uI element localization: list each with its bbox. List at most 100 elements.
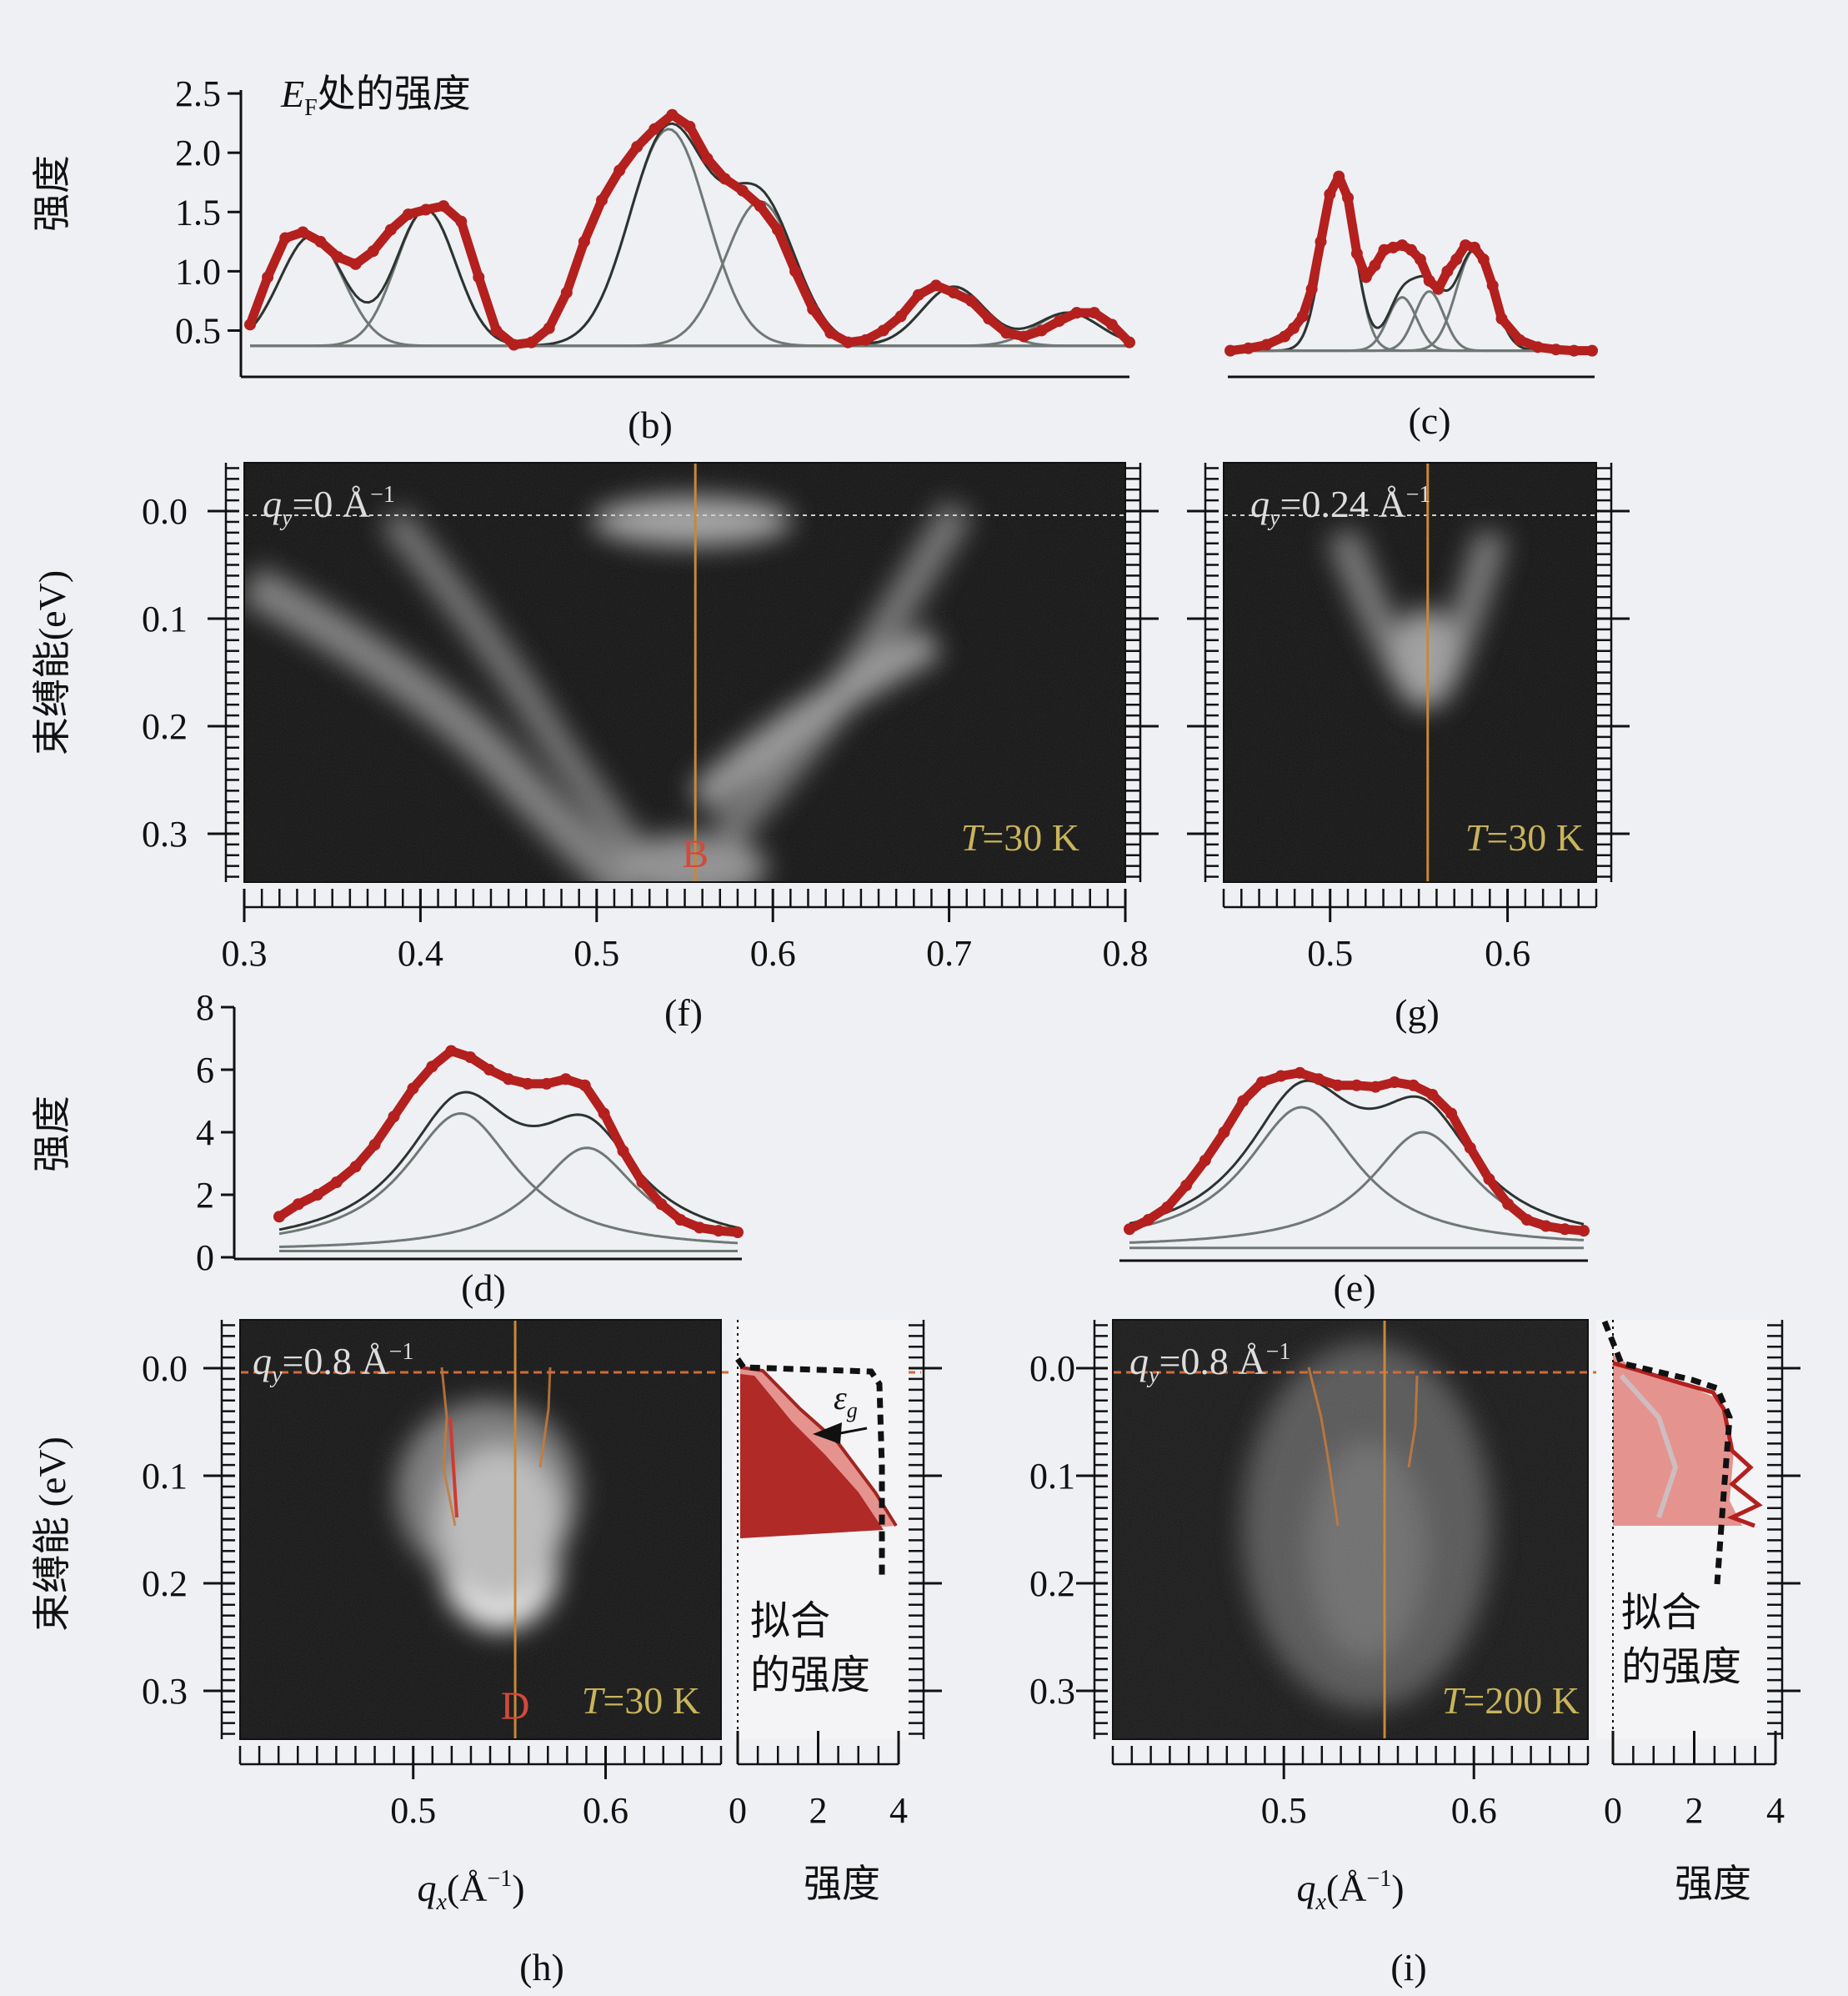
x-tick-label: 0.6 xyxy=(1485,933,1530,974)
data-point xyxy=(1464,1141,1476,1154)
data-point xyxy=(1450,253,1463,266)
data-point xyxy=(649,123,661,135)
data-point xyxy=(455,215,468,228)
data-point xyxy=(1324,188,1336,200)
data-point xyxy=(613,164,626,177)
panel-h-darkred-fill xyxy=(740,1374,884,1538)
data-point xyxy=(559,1073,572,1086)
panel-g: qy=0.24 Å−1 T=30 K 0.5 0.6 (g) xyxy=(1187,462,1630,1034)
data-point xyxy=(388,1111,400,1123)
panel-c: (c) xyxy=(1224,170,1598,442)
data-point xyxy=(279,232,292,244)
panel-i-image xyxy=(1113,1320,1588,1739)
side-x-tick-label: 4 xyxy=(1766,1790,1785,1831)
data-point xyxy=(1333,170,1345,183)
data-point xyxy=(445,1045,458,1057)
panel-b-title: EF处的强度 xyxy=(280,73,471,121)
fitted-intensity-label-line1: 拟合 xyxy=(1621,1591,1701,1635)
panel-g-label: (g) xyxy=(1395,991,1440,1034)
data-point xyxy=(694,1221,706,1234)
y-tick-label: 4 xyxy=(196,1112,214,1153)
panel-g-axes: 0.5 0.6 xyxy=(1187,462,1630,974)
panel-b-label: (b) xyxy=(628,404,673,446)
data-point xyxy=(1237,1095,1250,1107)
x-tick-label: 0.6 xyxy=(583,1790,629,1831)
data-point xyxy=(655,1198,668,1211)
data-point xyxy=(713,1225,725,1237)
fit-envelope xyxy=(278,1091,739,1231)
data-point xyxy=(244,318,256,331)
data-point xyxy=(912,288,924,301)
panel-d-label: (d) xyxy=(461,1266,506,1309)
data-point xyxy=(736,184,749,197)
data-point xyxy=(596,194,608,207)
data-point xyxy=(1018,330,1030,343)
gap-label: εg xyxy=(834,1379,858,1422)
y-tick-label: 0.1 xyxy=(142,599,188,639)
data-point xyxy=(1296,310,1309,323)
data-point xyxy=(684,120,696,133)
y-tick-label: 0.1 xyxy=(142,1456,188,1497)
data-point xyxy=(859,334,872,346)
data-point xyxy=(1000,327,1013,339)
data-point xyxy=(1460,239,1472,252)
data-point xyxy=(1468,241,1480,253)
y-tick-label: 0.5 xyxy=(175,310,221,351)
data-point xyxy=(1218,1126,1230,1138)
data-point xyxy=(1199,1154,1211,1166)
panel-i-dashed-fit xyxy=(1601,1320,1733,1585)
y-tick-label: 6 xyxy=(196,1050,214,1091)
panel-f-ylabel: 束缚能(eV) xyxy=(31,570,73,755)
panel-b-ylabel: 强度 xyxy=(31,155,73,232)
data-point xyxy=(701,153,714,165)
data-point xyxy=(1407,1079,1420,1091)
data-point xyxy=(1315,235,1327,248)
data-point xyxy=(772,223,784,236)
data-point xyxy=(1477,253,1490,266)
panel-f-label: (f) xyxy=(664,991,703,1034)
data-point xyxy=(407,1082,419,1095)
data-point xyxy=(426,1061,438,1073)
data-point xyxy=(384,223,397,236)
panel-h-ylabel: 束缚能 (eV) xyxy=(31,1437,73,1632)
data-point xyxy=(1360,271,1372,283)
data-point xyxy=(1350,1079,1363,1091)
y-tick-label: 0.2 xyxy=(142,1563,188,1604)
panel-g-temperature: T=30 K xyxy=(1465,816,1584,859)
panel-i-xlabel: qx(Å−1) xyxy=(1296,1866,1404,1915)
gap-arrow xyxy=(813,1422,842,1444)
panel-i: qy=0.8 Å−1 T=200 K 拟合 的强度 0.5 0.60.00.10.… xyxy=(1029,1319,1800,1988)
x-tick-label: 0.5 xyxy=(390,1790,436,1831)
data-point xyxy=(789,265,802,278)
data-point xyxy=(1035,324,1048,337)
data-point xyxy=(1396,239,1409,252)
fitted-intensity-label-line1: 拟合 xyxy=(750,1599,830,1643)
data-point xyxy=(1161,1201,1174,1213)
data-point xyxy=(617,1145,629,1157)
data-point xyxy=(1378,243,1390,256)
data-point xyxy=(1370,1081,1382,1093)
x-tick-label: 0.8 xyxy=(1103,933,1149,974)
panel-d: 强度 0 2 4 6 8 (d) xyxy=(31,987,744,1309)
data-point xyxy=(877,324,889,337)
data-point xyxy=(824,327,837,339)
panel-h-temperature: T=30 K xyxy=(582,1679,700,1722)
data-point xyxy=(732,1226,744,1238)
panel-h-xlabel: qx(Å−1) xyxy=(417,1866,524,1915)
data-point xyxy=(1441,265,1454,278)
data-point xyxy=(483,1064,496,1076)
y-tick-label: 0.3 xyxy=(1029,1671,1075,1712)
y-tick-label: 0.3 xyxy=(142,814,188,855)
data-point xyxy=(1531,341,1544,354)
y-tick-label: 1.5 xyxy=(175,192,221,233)
y-tick-label: 0.3 xyxy=(142,1671,188,1712)
panel-i-pink-fill xyxy=(1613,1355,1742,1526)
data-point xyxy=(754,200,766,213)
data-point xyxy=(560,286,573,298)
data-point xyxy=(1405,243,1417,256)
data-point xyxy=(525,336,538,349)
panel-d-yticks: 0 2 4 6 8 xyxy=(196,987,234,1278)
fit-peak xyxy=(1129,1106,1585,1241)
data-point xyxy=(330,1176,343,1188)
data-point xyxy=(464,1051,477,1063)
